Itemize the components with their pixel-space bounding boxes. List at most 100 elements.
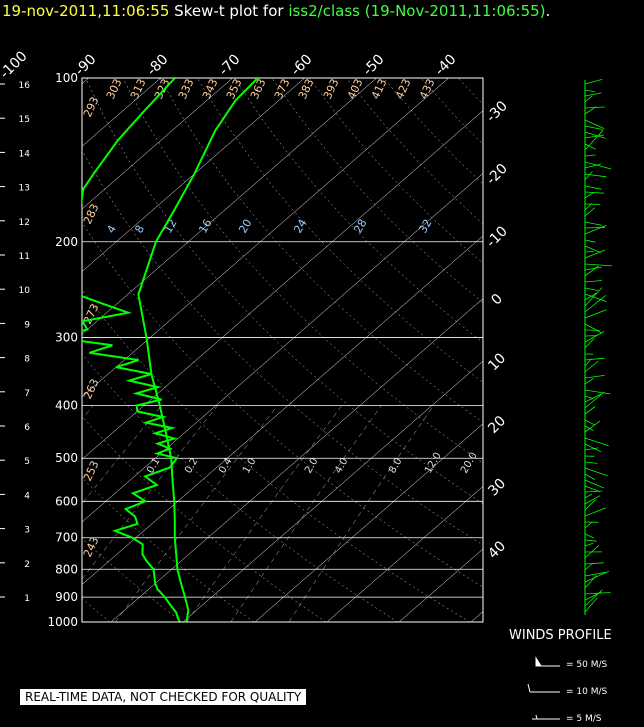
isotherm-line xyxy=(82,172,483,523)
wind-barb xyxy=(584,131,606,139)
dry-adiabat xyxy=(82,149,483,546)
wind-barb xyxy=(584,323,602,334)
wind-barb xyxy=(584,479,604,489)
lower-mixing-label: 1.0 xyxy=(241,456,258,475)
pressure-label: 600 xyxy=(55,494,78,508)
wind-barb xyxy=(584,377,595,385)
dry-adiabat-label: 413 xyxy=(369,77,390,102)
height-label: 1 xyxy=(24,594,30,604)
wind-legend-5: = 5 M/S xyxy=(566,714,602,724)
wind-barb xyxy=(584,443,602,453)
mixing-ratio-label: 24 xyxy=(291,217,309,236)
wind-barb xyxy=(584,292,597,301)
wind-barb xyxy=(584,461,598,464)
isotherm-line xyxy=(0,78,17,622)
wind-barb xyxy=(584,134,605,139)
wind-barb xyxy=(584,597,598,613)
lower-mixing-label: 0.4 xyxy=(217,456,234,475)
wind-barb xyxy=(584,89,596,93)
lower-mixing-label: 12.0 xyxy=(423,451,444,476)
dry-adiabat xyxy=(85,78,483,505)
mixing-ratio-label: 8 xyxy=(132,223,147,236)
wind-barb xyxy=(584,545,600,559)
wind-barb xyxy=(584,263,613,267)
dry-adiabat-label: 313 xyxy=(128,77,149,102)
pressure-label: 300 xyxy=(55,331,78,345)
top-temp-label: -100 xyxy=(0,48,31,82)
page-header: 19-nov-2011,11:06:55 Skew-t plot for iss… xyxy=(2,2,550,20)
isotherm-line xyxy=(110,298,483,622)
lower-mixing-label: 0.2 xyxy=(183,456,200,475)
pressure-label: 900 xyxy=(55,590,78,604)
wind-barb xyxy=(584,571,606,577)
height-label: 9 xyxy=(24,320,30,330)
dry-adiabat-label: 323 xyxy=(152,77,173,102)
lower-mixing-label: 20.0 xyxy=(459,451,480,476)
legend-half-barb-glyph xyxy=(532,714,560,720)
mixing-ratio-line xyxy=(82,405,162,504)
wind-barb xyxy=(584,207,595,217)
dry-adiabat xyxy=(308,78,483,264)
right-temp-label: 0 xyxy=(488,291,506,309)
dry-adiabat-label: 353 xyxy=(224,77,245,102)
wind-barb xyxy=(584,490,603,493)
height-label: 8 xyxy=(24,355,30,365)
height-label: 14 xyxy=(19,149,31,159)
wind-barb xyxy=(584,485,601,493)
right-temp-label: 10 xyxy=(485,350,509,374)
wind-barb xyxy=(584,265,599,277)
winds-profile-title: WINDS PROFILE xyxy=(509,628,612,643)
wind-barb xyxy=(584,287,603,307)
right-temp-label: 40 xyxy=(485,538,509,562)
wind-barb xyxy=(584,447,599,451)
dry-adiabat-label: 363 xyxy=(248,77,269,102)
dry-adiabat-label: 343 xyxy=(200,77,221,102)
wind-legend-10: = 10 M/S xyxy=(566,687,608,697)
wind-barb xyxy=(584,154,596,157)
isotherm-line xyxy=(82,78,233,210)
wind-barb xyxy=(584,425,594,431)
right-temp-label: 20 xyxy=(485,413,509,437)
isotherm-line xyxy=(326,486,483,622)
wind-barb xyxy=(584,562,593,571)
pressure-label: 200 xyxy=(55,235,78,249)
wind-barb xyxy=(584,92,602,97)
wind-barb xyxy=(584,493,593,499)
dry-adiabat-label: 303 xyxy=(104,77,125,102)
wind-barb xyxy=(584,203,601,205)
header-period: . xyxy=(545,2,551,20)
dry-adiabat xyxy=(607,78,644,622)
isotherm-line xyxy=(82,110,483,460)
dry-adiabat-label: 393 xyxy=(321,77,342,102)
top-temp-label: -60 xyxy=(288,51,315,78)
wind-barb xyxy=(584,570,609,583)
mixing-ratio-line xyxy=(186,405,343,622)
wind-barb xyxy=(584,79,603,85)
wind-barb xyxy=(584,95,593,103)
dry-adiabat xyxy=(383,78,483,185)
top-temp-label: -50 xyxy=(360,51,387,78)
lower-mixing-label: 4.0 xyxy=(333,456,350,475)
wind-barb xyxy=(584,185,602,190)
dry-adiabat-label: 383 xyxy=(296,77,317,102)
wind-barb xyxy=(584,389,611,395)
wind-barb xyxy=(584,221,603,226)
wind-barb xyxy=(584,437,609,447)
wind-barb xyxy=(584,224,607,235)
lower-mixing-label: 2.0 xyxy=(303,456,320,475)
wind-barb xyxy=(584,331,605,343)
wind-barb xyxy=(584,203,593,211)
dry-adiabat xyxy=(82,538,183,622)
isotherm-line xyxy=(82,78,449,398)
height-label: 12 xyxy=(19,218,30,228)
dry-adiabat xyxy=(159,78,483,423)
pressure-label: 400 xyxy=(55,399,78,413)
wind-barb xyxy=(584,562,604,565)
wind-barb xyxy=(584,161,612,170)
wind-barb xyxy=(584,533,594,539)
height-label: 5 xyxy=(24,457,30,467)
mixing-ratio-line xyxy=(82,405,94,420)
wind-barb xyxy=(584,521,593,529)
wind-barb xyxy=(584,173,607,178)
